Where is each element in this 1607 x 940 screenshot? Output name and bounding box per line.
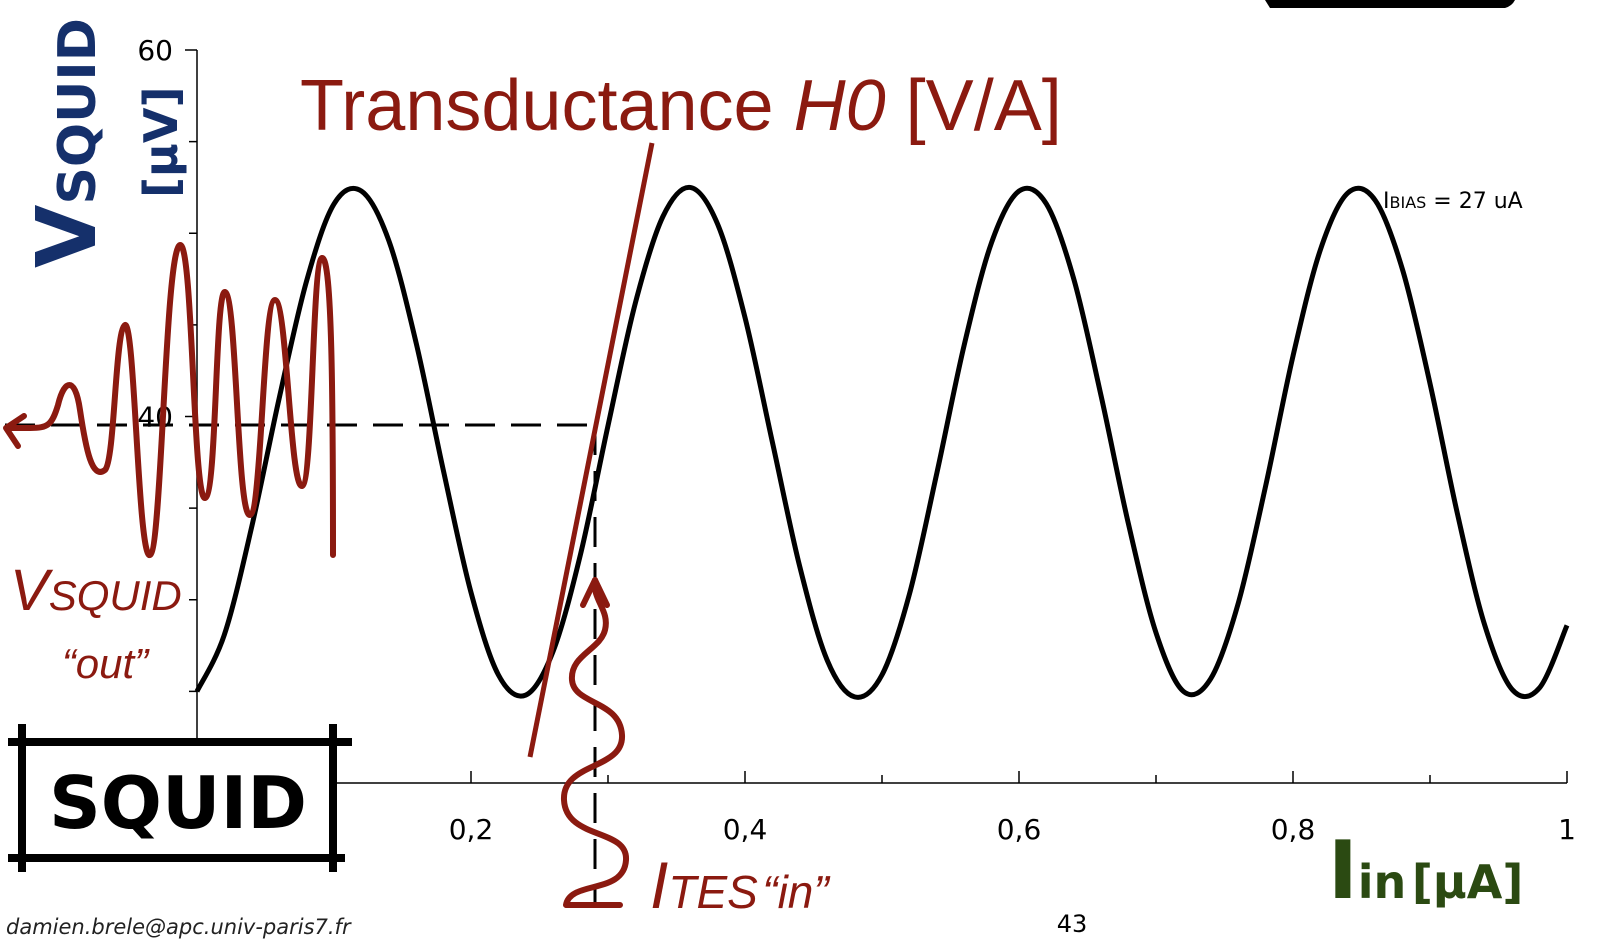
in-symbol: I — [650, 848, 668, 922]
in-sub: TES — [668, 866, 758, 918]
x-tick-label: 1 — [1558, 813, 1576, 846]
input-signal — [560, 577, 630, 908]
out-sub: SQUID — [49, 572, 182, 619]
out-label: VSQUID — [10, 558, 182, 623]
email: damien.brele@apc.univ-paris7.fr — [6, 915, 352, 939]
x-tick-label: 0,8 — [1271, 813, 1316, 846]
logo: SQUID — [8, 724, 352, 872]
annotation-symbol: I — [1383, 189, 1390, 214]
x-axis-label: Iin [µA] — [1328, 824, 1523, 917]
output-signal — [5, 241, 336, 559]
y-axis-label: VSQUID [µV] — [20, 18, 188, 268]
y-tick-label: 60 — [137, 34, 173, 67]
annotation: IBIAS = 27 uA — [1383, 189, 1523, 214]
y-label-line1: VSQUID — [20, 18, 115, 268]
in-label: ITES “in” — [650, 848, 831, 922]
y-label-unit: [µV] — [134, 87, 188, 199]
out-note: “out” — [62, 640, 150, 687]
y-tick-label: 40 — [137, 401, 173, 434]
chart-title: Transductance H0 [V/A] — [300, 66, 1062, 146]
out-symbol: V — [10, 558, 54, 623]
box-edge — [1265, 0, 1515, 8]
x-label-unit: [µA] — [1412, 855, 1524, 909]
x-label-symbol: I — [1328, 824, 1358, 917]
x-tick-label: 0,4 — [723, 813, 768, 846]
arrow-head — [3, 413, 27, 449]
title-unit: [V/A] — [906, 66, 1062, 146]
title-text: Transductance — [300, 66, 774, 146]
tangent-line — [527, 142, 655, 758]
annotation-sub: BIAS — [1390, 193, 1427, 212]
logo-text: SQUID — [49, 761, 307, 845]
title-symbol: H0 — [794, 66, 886, 146]
series-line — [194, 184, 1570, 700]
annotation-text: = 27 uA — [1433, 189, 1522, 214]
y-label-sub: SQUID — [48, 18, 108, 204]
arrow-head — [580, 577, 610, 608]
in-note: “in” — [762, 866, 831, 918]
y-label-symbol: V — [20, 204, 115, 268]
x-tick-label: 0,6 — [997, 813, 1042, 846]
x-tick-label: 0,2 — [449, 813, 494, 846]
x-label-sub: in — [1358, 855, 1407, 909]
axes: 20406000,20,40,60,81 — [137, 34, 1576, 846]
page-number: 43 — [1057, 910, 1088, 938]
